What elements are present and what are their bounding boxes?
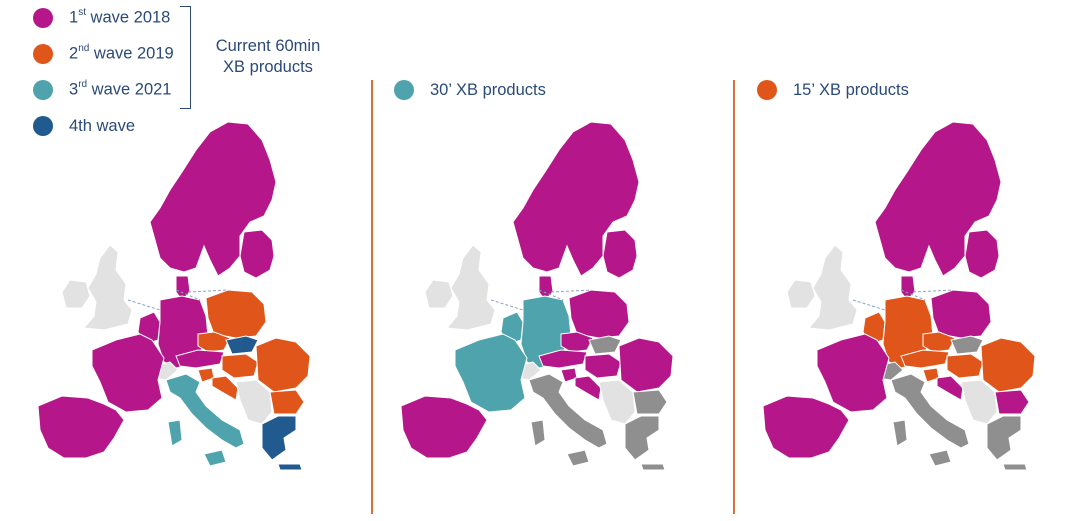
region-uk_ireland (446, 244, 496, 331)
region-greece (277, 463, 303, 471)
region-romania (618, 337, 674, 393)
interconnector-line (912, 289, 954, 293)
region-slovakia (588, 335, 622, 355)
panel-title-30min: 30’ XB products (430, 80, 546, 99)
legend-label-wave3: 3rd wave 2021 (69, 79, 172, 99)
legend-item-wave1: 1st wave 2018 (33, 7, 171, 28)
region-hungary (221, 353, 259, 379)
region-balkans (960, 379, 998, 425)
bracket-label-line2: XB products (223, 58, 313, 76)
region-bulgaria (632, 389, 668, 415)
wave1-color-dot (33, 8, 53, 28)
interconnector-line (490, 299, 524, 311)
interconnector-line (900, 289, 926, 301)
region-france (454, 333, 528, 413)
region-italy (566, 449, 590, 467)
bracket-label: Current 60min XB products (206, 36, 330, 78)
region-uk_ireland (424, 279, 454, 309)
legend-bracket (180, 6, 191, 109)
region-austria (900, 349, 950, 369)
region-baltics (239, 229, 275, 279)
region-greece (986, 415, 1022, 461)
region-bulgaria (269, 389, 305, 415)
wave4-color-dot (33, 116, 53, 136)
interconnector-line (187, 289, 229, 293)
interconnector-line (127, 299, 161, 311)
region-italy (928, 449, 952, 467)
map-current-60min (37, 121, 311, 471)
region-uk_ireland (61, 279, 91, 309)
interconnector-line (550, 289, 592, 293)
region-italy (892, 419, 908, 447)
region-czechia (922, 331, 956, 353)
region-hungary (946, 353, 984, 379)
region-croatia (211, 375, 239, 401)
region-romania (980, 337, 1036, 393)
bracket-label-line1: Current 60min (215, 37, 321, 55)
region-czechia (197, 331, 231, 353)
region-france (91, 333, 165, 413)
interconnector-line (852, 299, 886, 311)
region-uk_ireland (786, 279, 816, 309)
region-iberia (37, 395, 125, 459)
region-poland (930, 289, 992, 339)
region-greece (640, 463, 666, 471)
region-nordics (149, 121, 277, 277)
region-poland (205, 289, 267, 339)
region-italy (167, 419, 183, 447)
region-slovakia (950, 335, 984, 355)
region-hungary (584, 353, 622, 379)
panel-30min-color-dot (394, 80, 414, 100)
region-bulgaria (994, 389, 1030, 415)
legend-item-wave4: 4th wave (33, 116, 135, 136)
panel-15min-color-dot (757, 80, 777, 100)
panel-divider-right (733, 80, 735, 514)
region-italy (203, 449, 227, 467)
region-nordics (512, 121, 640, 277)
region-greece (261, 415, 297, 461)
wave3-color-dot (33, 80, 53, 100)
region-austria (175, 349, 225, 369)
region-france (816, 333, 890, 413)
region-balkans (235, 379, 273, 425)
panel-header-15min: 15’ XB products (757, 80, 909, 100)
panel-title-15min: 15’ XB products (793, 80, 909, 99)
legend-item-wave3: 3rd wave 2021 (33, 79, 172, 100)
panel-divider-left (371, 80, 373, 514)
legend-label-wave2: 2nd wave 2019 (69, 43, 174, 63)
region-uk_ireland (808, 244, 858, 331)
region-croatia (574, 375, 602, 401)
region-nordics (874, 121, 1002, 277)
region-italy (530, 419, 546, 447)
region-italy (890, 373, 970, 449)
region-romania (255, 337, 311, 393)
region-czechia (560, 331, 594, 353)
region-poland (568, 289, 630, 339)
region-austria (538, 349, 588, 369)
interconnector-line (175, 289, 201, 301)
region-croatia (936, 375, 964, 401)
panel-header-30min: 30’ XB products (394, 80, 546, 100)
region-greece (624, 415, 660, 461)
legend-label-wave1: 1st wave 2018 (69, 7, 171, 27)
region-italy (165, 373, 245, 449)
legend-item-wave2: 2nd wave 2019 (33, 43, 174, 64)
region-iberia (762, 395, 850, 459)
region-slovakia (225, 335, 259, 355)
interconnector-line (538, 289, 564, 301)
wave2-color-dot (33, 44, 53, 64)
region-baltics (964, 229, 1000, 279)
region-balkans (598, 379, 636, 425)
region-uk_ireland (83, 244, 133, 331)
map-15min-products (762, 121, 1036, 471)
region-iberia (400, 395, 488, 459)
region-italy (528, 373, 608, 449)
legend-label-wave4: 4th wave (69, 116, 136, 135)
region-baltics (602, 229, 638, 279)
region-greece (1002, 463, 1028, 471)
map-30min-products (400, 121, 674, 471)
